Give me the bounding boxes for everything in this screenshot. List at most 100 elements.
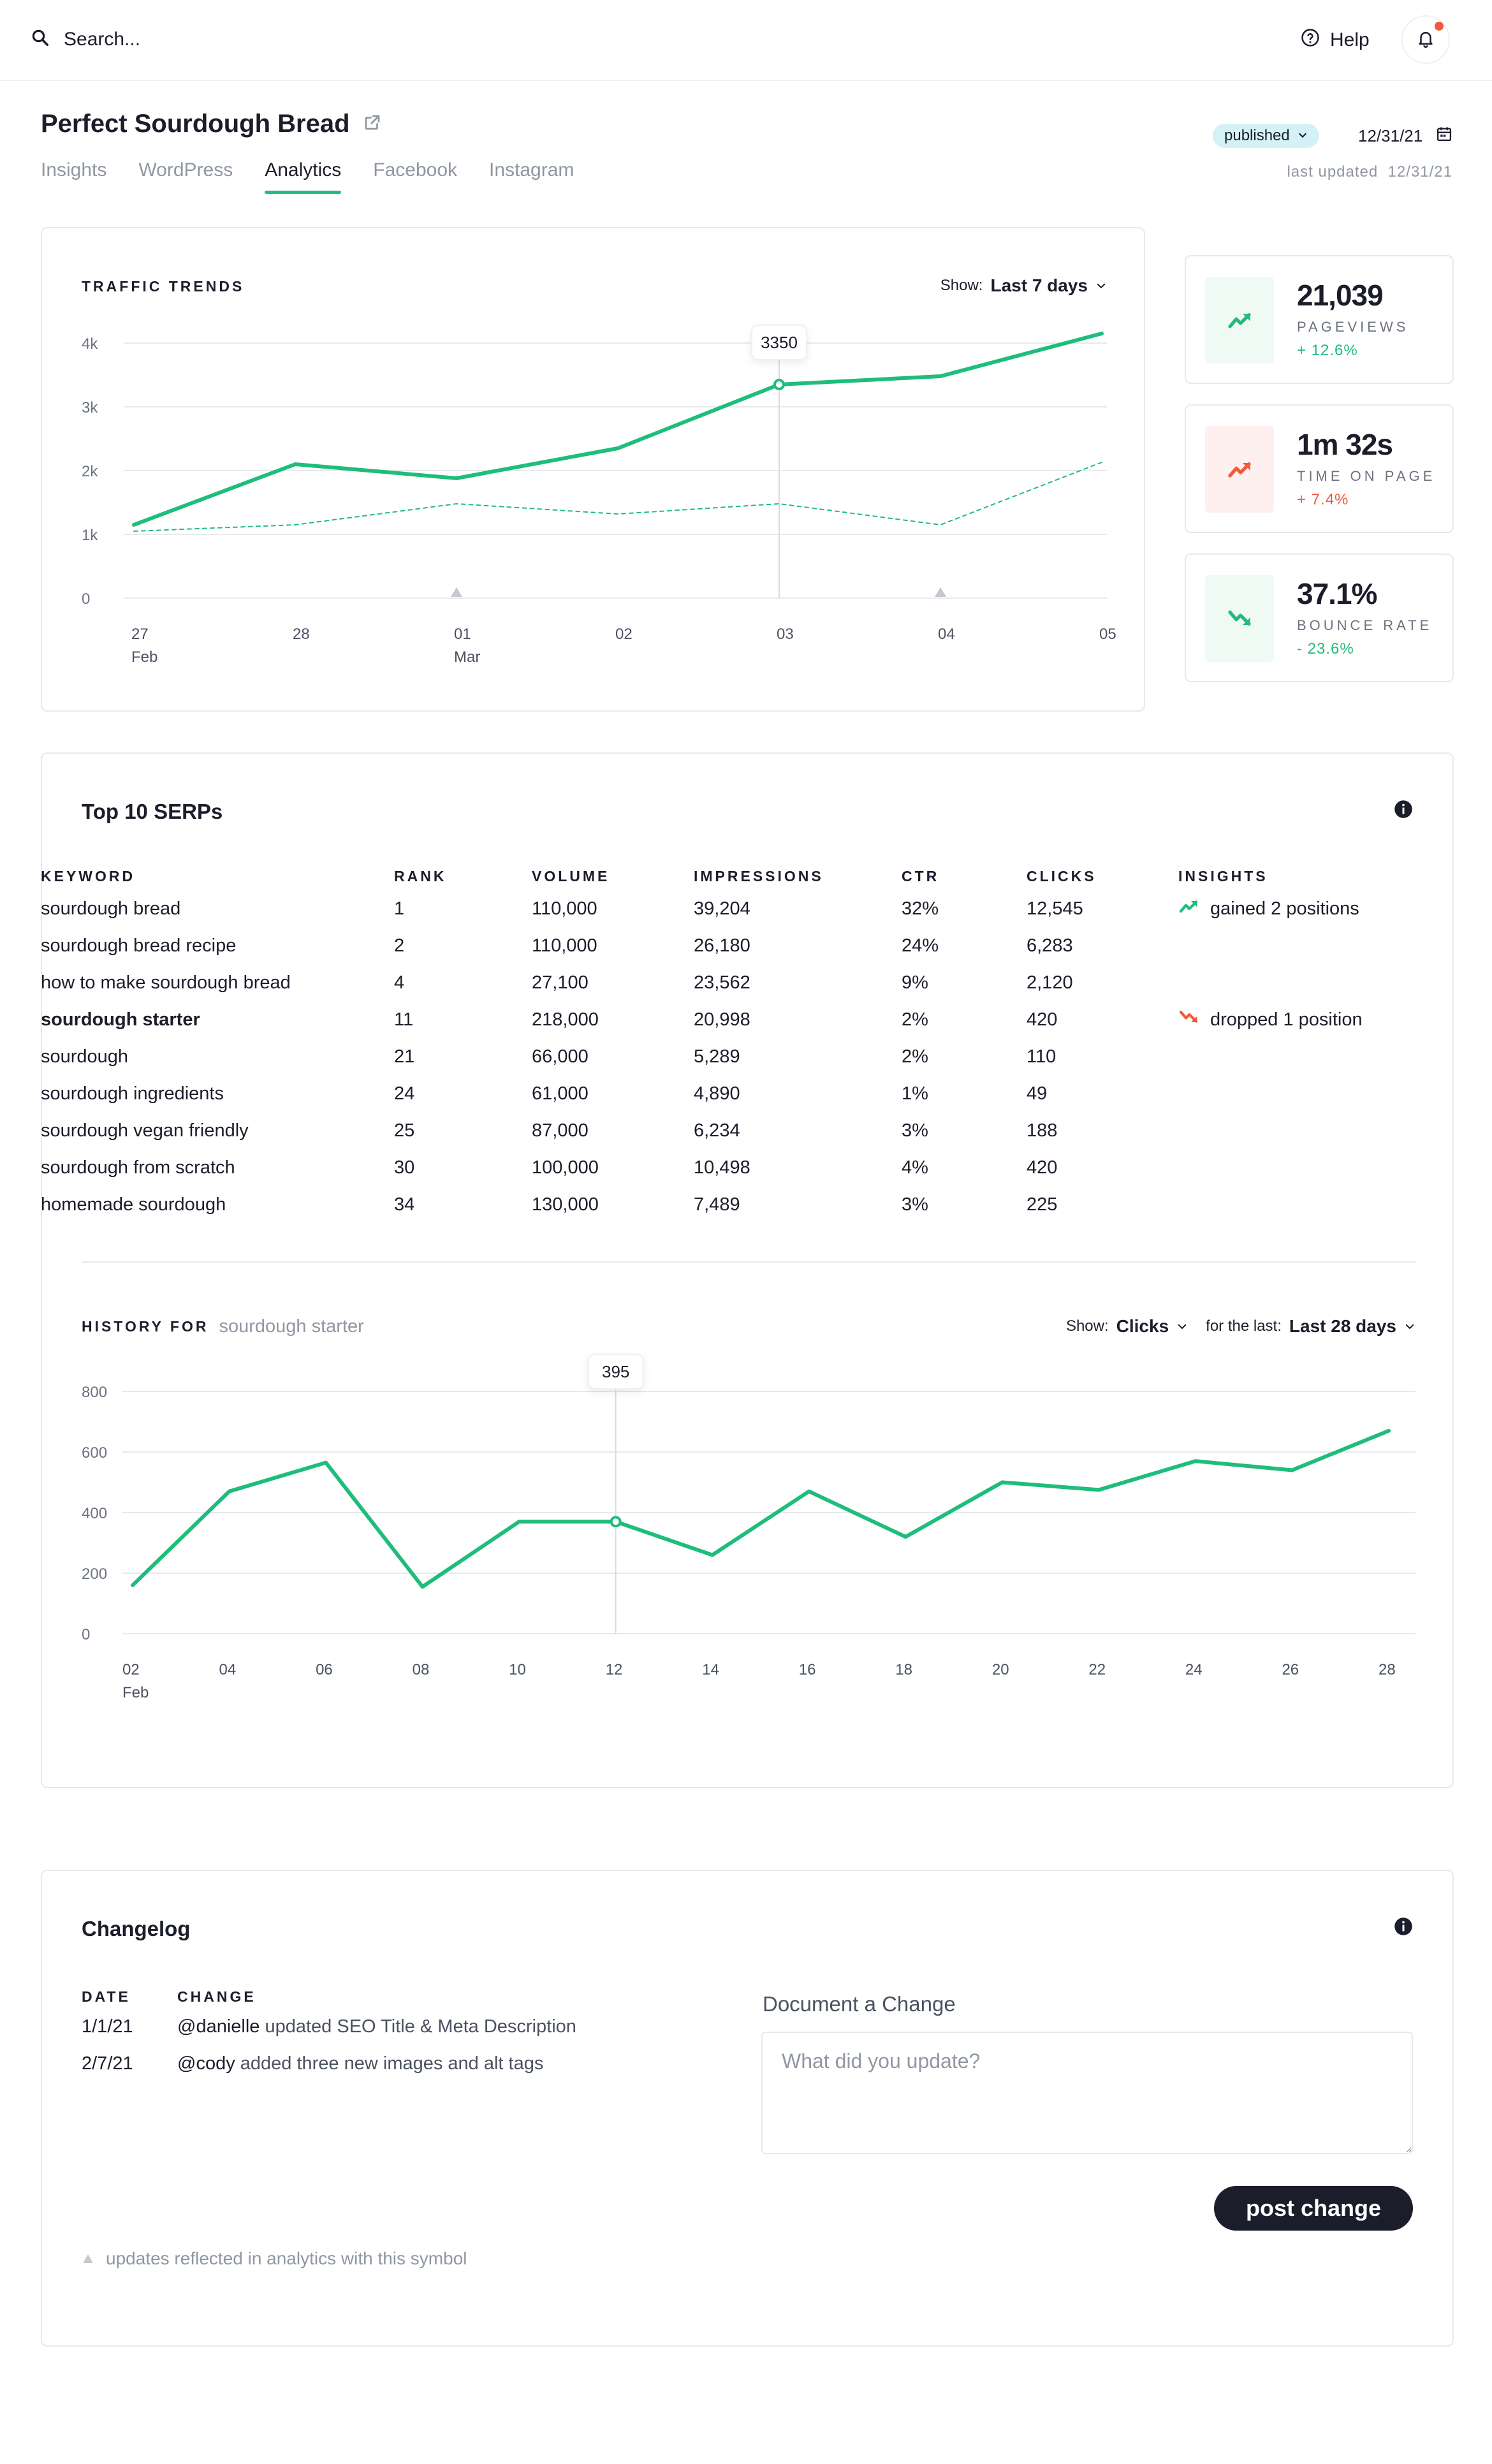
tooltip-value: 3350	[761, 333, 798, 352]
chevron-down-icon	[1176, 1316, 1188, 1337]
search-bar[interactable]	[31, 28, 383, 50]
cell-impressions: 20,998	[694, 1009, 750, 1030]
last-updated-label: last updated	[1287, 163, 1379, 180]
stat-value: 1m 32s	[1297, 428, 1393, 461]
y-tick-label: 3k	[82, 399, 98, 416]
series-line	[133, 462, 1102, 532]
changelog-text: added three new images and alt tags	[235, 2053, 544, 2074]
tab-insights[interactable]: Insights	[41, 159, 107, 180]
x-tick-label: 28	[1379, 1661, 1396, 1678]
x-tick-label: 04	[938, 626, 955, 643]
stat-change: + 7.4%	[1297, 491, 1349, 508]
column-header[interactable]: RANK	[394, 867, 447, 884]
publish-date[interactable]: 12/31/21	[1358, 125, 1453, 147]
tab-facebook[interactable]: Facebook	[373, 159, 458, 180]
external-link-icon[interactable]	[363, 113, 382, 135]
footnote-text: updates reflected in analytics with this…	[106, 2248, 467, 2268]
cell-volume: 61,000	[532, 1083, 589, 1104]
cell-ctr: 4%	[902, 1157, 928, 1178]
show-label: Show:	[940, 277, 983, 294]
changelog-change-header: CHANGE	[177, 1988, 256, 2005]
table-row[interactable]: sourdough from scratch 30 100,000 10,498 4% 4…	[41, 1149, 1382, 1186]
help-button[interactable]: Help	[1301, 28, 1370, 52]
table-row[interactable]: sourdough vegan friendly 25 87,000 6,234 3% 1…	[41, 1112, 1382, 1149]
trend-up-icon	[1205, 426, 1274, 513]
insight: gained 2 positions	[1178, 896, 1382, 921]
cell-impressions: 26,180	[694, 935, 750, 956]
table-row[interactable]: sourdough bread 1 110,000 39,204 32% 12,545 ga…	[41, 890, 1382, 927]
cell-insight	[1178, 1038, 1382, 1075]
cell-insight: gained 2 positions	[1178, 890, 1382, 927]
cell-ctr: 32%	[902, 898, 939, 919]
traffic-range-dropdown[interactable]: Last 7 days	[990, 275, 1107, 296]
y-tick-label: 0	[82, 1626, 90, 1643]
for-label: for the last:	[1206, 1317, 1282, 1335]
x-tick-label: 18	[895, 1661, 912, 1678]
post-change-button[interactable]: post change	[1214, 2186, 1413, 2231]
info-icon[interactable]	[1394, 1917, 1413, 1939]
last-updated-date: 12/31/21	[1387, 163, 1452, 180]
cell-volume: 87,000	[532, 1120, 589, 1141]
trend-up-icon	[1205, 277, 1274, 363]
cell-ctr: 2%	[902, 1009, 928, 1030]
trend-down-icon	[1205, 575, 1274, 662]
column-header[interactable]: IMPRESSIONS	[694, 867, 824, 884]
table-row[interactable]: sourdough 21 66,000 5,289 2% 110	[41, 1038, 1382, 1075]
insight-text: dropped 1 position	[1210, 1009, 1363, 1030]
x-tick-label: 01	[454, 626, 471, 643]
stat-label: BOUNCE RATE	[1297, 617, 1433, 633]
x-tick-label: 08	[413, 1661, 430, 1678]
cell-volume: 130,000	[532, 1194, 599, 1215]
cell-rank: 24	[394, 1083, 415, 1104]
table-row[interactable]: how to make sourdough bread 4 27,100 23,562…	[41, 964, 1382, 1001]
history-metric-dropdown[interactable]: Clicks	[1116, 1316, 1188, 1337]
cell-ctr: 9%	[902, 972, 928, 993]
calendar-icon	[1435, 125, 1453, 147]
table-row[interactable]: sourdough bread recipe 2 110,000 26,180 24% 6…	[41, 927, 1382, 964]
table-row[interactable]: sourdough starter 11 218,000 20,998 2% 420 dro…	[41, 1001, 1382, 1038]
changelog-user[interactable]: @cody	[177, 2053, 235, 2074]
y-tick-label: 1k	[82, 527, 98, 544]
change-textarea[interactable]	[761, 2032, 1413, 2154]
bell-icon	[1416, 29, 1435, 51]
tooltip	[587, 1354, 644, 1390]
status-dropdown[interactable]: published	[1213, 124, 1319, 148]
top-bar: Help	[0, 0, 1492, 81]
x-tick-label: 16	[799, 1661, 816, 1678]
cell-clicks: 420	[1027, 1157, 1058, 1178]
x-tick-sublabel: Feb	[122, 1684, 149, 1701]
tab-analytics[interactable]: Analytics	[265, 159, 342, 194]
marker-triangle-icon	[935, 587, 946, 597]
changelog-user[interactable]: @danielle	[177, 2016, 260, 2037]
traffic-trends-title: TRAFFIC TRENDS	[82, 278, 245, 295]
table-row[interactable]: homemade sourdough 34 130,000 7,489 3% 225	[41, 1186, 1382, 1223]
search-input[interactable]	[64, 28, 383, 50]
traffic-trends-card: TRAFFIC TRENDS Show: Last 7 days 0 1k 2k 3k…	[41, 227, 1145, 712]
stat-card-time-on-page: 1m 32s TIME ON PAGE + 7.4%	[1185, 404, 1454, 533]
history-range-dropdown[interactable]: Last 28 days	[1289, 1316, 1415, 1337]
cell-impressions: 4,890	[694, 1083, 740, 1104]
column-header[interactable]: KEYWORD	[41, 867, 136, 884]
column-header[interactable]: VOLUME	[532, 867, 610, 884]
tab-instagram[interactable]: Instagram	[489, 159, 574, 180]
trend-up-icon	[1178, 896, 1199, 921]
cell-impressions: 23,562	[694, 972, 750, 993]
x-tick-label: 22	[1088, 1661, 1106, 1678]
y-tick-label: 400	[82, 1505, 107, 1522]
x-tick-label: 06	[316, 1661, 333, 1678]
cell-clicks: 2,120	[1027, 972, 1073, 993]
cell-keyword: how to make sourdough bread	[41, 972, 291, 993]
serps-title: Top 10 SERPs	[82, 800, 223, 823]
info-icon[interactable]	[1394, 800, 1413, 822]
cell-rank: 2	[394, 935, 405, 956]
tab-wordpress[interactable]: WordPress	[138, 159, 233, 180]
column-header[interactable]: CTR	[902, 867, 940, 884]
cell-clicks: 6,283	[1027, 935, 1073, 956]
notifications-button[interactable]	[1401, 15, 1450, 64]
cell-impressions: 6,234	[694, 1120, 740, 1141]
history-range-value: Last 28 days	[1289, 1316, 1396, 1336]
table-row[interactable]: sourdough ingredients 24 61,000 4,890 1% 49	[41, 1075, 1382, 1112]
cell-insight	[1178, 1112, 1382, 1149]
changelog-date: 2/7/21	[82, 2053, 133, 2074]
column-header[interactable]: CLICKS	[1027, 867, 1097, 884]
